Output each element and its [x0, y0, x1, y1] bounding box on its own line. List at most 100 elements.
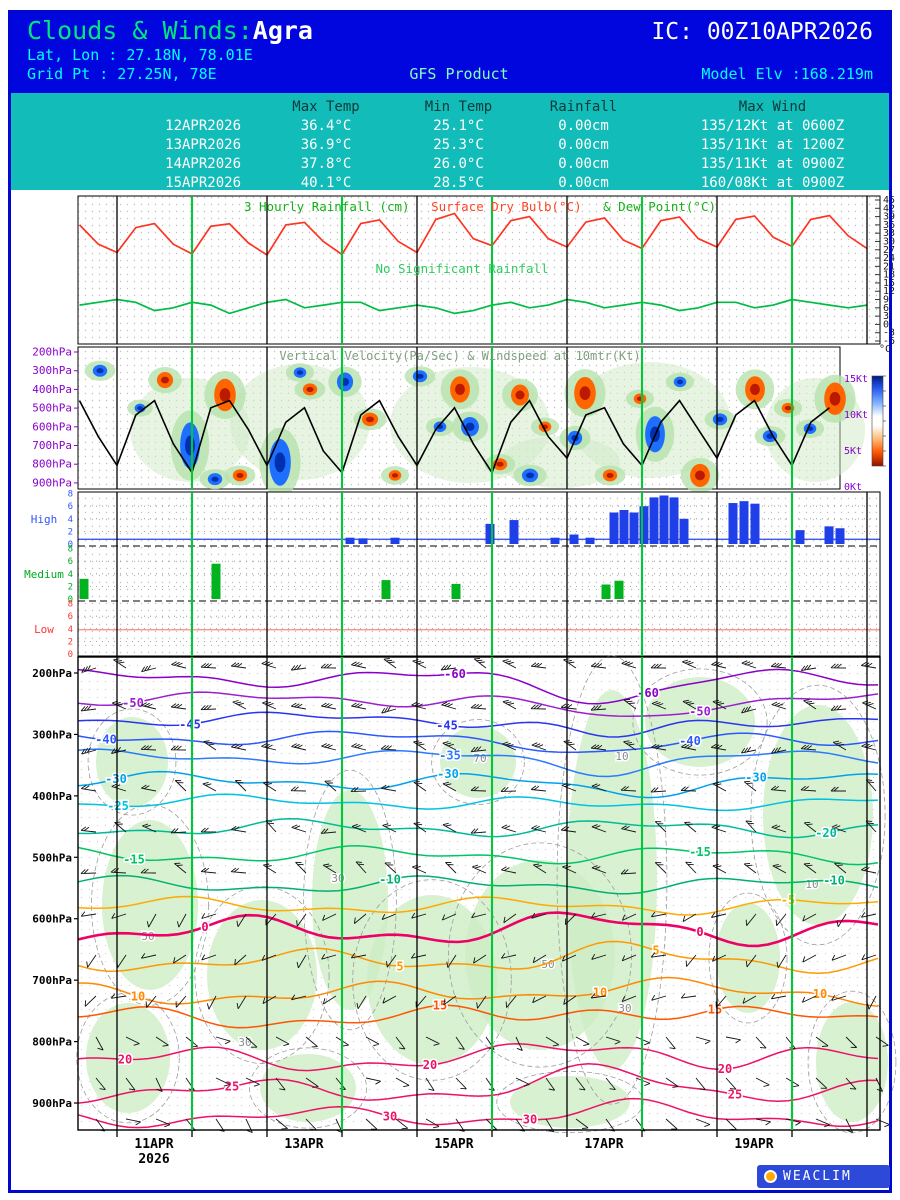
temp-contour-label: -40	[95, 733, 117, 747]
temp-contour-label: -60	[444, 667, 466, 681]
vv-blob-up	[185, 435, 195, 456]
temp-contour	[77, 1004, 879, 1029]
cloud-axis-tick: 6	[68, 502, 73, 512]
vv-blob-down	[365, 416, 375, 423]
cloud-bar-high	[649, 497, 659, 544]
pressure-label: 600hPa	[32, 913, 72, 926]
panel-titles: 3 Hourly Rainfall (cm) Surface Dry Bulb(…	[244, 199, 891, 363]
rh-label: 10	[805, 878, 818, 891]
vv-blob-down	[219, 388, 231, 402]
temp-contour-label: -20	[815, 826, 837, 840]
table-header-cell: Min Temp	[424, 99, 493, 115]
x-axis-label: 17APR	[584, 1137, 623, 1152]
temp-contour-label: 30	[383, 1110, 397, 1124]
vv-blob-down	[306, 386, 314, 392]
temp-contour-label: 5	[652, 944, 659, 958]
latlon-label: Lat, Lon : 27.18N, 78.01E	[27, 46, 253, 64]
rh-shading	[440, 726, 516, 798]
vv-blob-down	[606, 472, 614, 478]
rh-label: 70	[473, 752, 486, 765]
temp-contour	[77, 940, 879, 975]
table-header-cell: Rainfall	[549, 99, 618, 115]
temp-contour	[77, 691, 879, 717]
rh-shading	[816, 1002, 888, 1122]
temp-contour-label: -40	[679, 734, 701, 748]
x-axis-label: 19APR	[734, 1137, 773, 1152]
table-cell: 12APR2026	[165, 118, 241, 134]
dry_bulb-line	[78, 212, 868, 257]
model-elevation-label: Model Elv :168.219m	[701, 65, 873, 83]
rh-label: 50	[541, 958, 554, 971]
wind-barbs	[80, 657, 891, 1134]
station-name: Agra	[252, 16, 313, 45]
temp-contour	[77, 711, 879, 738]
temp-contour	[77, 895, 879, 916]
rh-contour	[750, 684, 886, 946]
temp-axis-label: 9	[883, 295, 889, 306]
table-header-cell	[11, 98, 266, 117]
vv-blob-up	[137, 406, 143, 411]
vv-blob-up	[465, 422, 475, 431]
dewpoint-title: & Dew Point(°C)	[603, 199, 716, 214]
table-cell: 15APR2026	[165, 175, 241, 191]
temp-contour	[77, 1042, 879, 1072]
table-cell: 13APR2026	[165, 137, 241, 153]
table-cell: 36.9°C	[300, 137, 352, 153]
vv-blob-up	[96, 368, 104, 374]
cloud-axis-tick: 0	[68, 540, 73, 550]
cloud-axis-tick: 6	[68, 612, 73, 622]
cloud-bar-medium	[451, 583, 461, 599]
vv-blob-down	[695, 470, 705, 481]
table-cell: 0.00cm	[558, 137, 609, 153]
temp-contour-label: 15	[708, 1003, 722, 1017]
temp-contour-label: 10	[813, 987, 827, 1001]
cloud-group-label: Low	[34, 623, 54, 636]
cloud-bar-high	[485, 523, 495, 544]
cloud-bar-high	[795, 530, 805, 544]
rh-contour	[91, 804, 209, 1006]
table-cell: 160/08Kt at 0900Z	[700, 175, 845, 191]
cloud-axis-tick: 6	[68, 557, 73, 567]
cloud-axis-tick: 4	[68, 515, 73, 525]
kt-label: 10Kt	[844, 410, 868, 421]
vv-blob-down	[579, 386, 591, 401]
pressure-label: 700hPa	[32, 974, 72, 987]
temp-contour-label: -45	[436, 718, 458, 732]
cloud-bar-high	[750, 503, 760, 544]
daily-summary-table: Max Temp Min Temp Rainfall Max Wind 12APR202…	[11, 93, 889, 191]
vv-blob-down	[496, 461, 504, 467]
title-prefix: Clouds & Winds:	[27, 16, 253, 45]
temp-contour	[77, 770, 879, 799]
rh-contour	[249, 1047, 367, 1129]
cloud-group-label: Medium	[24, 568, 64, 581]
pressure-label: 200hPa	[32, 346, 72, 359]
vv-blob-up	[211, 476, 219, 482]
pressure-label: 500hPa	[32, 851, 72, 864]
pressure-label: 400hPa	[32, 790, 72, 803]
cloud-bar-high	[345, 537, 355, 544]
temp-contour-label: 10	[131, 990, 145, 1004]
vv-blob-down	[750, 383, 760, 396]
rh-shading	[567, 690, 657, 1070]
cloud-bar-medium	[614, 580, 624, 599]
table-cell: 37.8°C	[300, 156, 352, 172]
cloud-bar-medium	[601, 584, 611, 599]
pressure-label: 700hPa	[32, 439, 72, 452]
rh-shading	[207, 900, 317, 1050]
pressure-label: 400hPa	[32, 383, 72, 396]
cloud-bar-high	[619, 509, 629, 544]
pressure-label: 200hPa	[32, 667, 72, 680]
vv-blob-up	[676, 379, 684, 385]
vertical-velocity-title: Vertical Velocity(Pa/Sec) & Windspeed at…	[279, 349, 640, 363]
rh-shading	[716, 903, 780, 1013]
temp-contour-label: 25	[225, 1080, 239, 1094]
temp-contour-label: 30	[523, 1113, 537, 1127]
cloud-axis-tick: 2	[68, 637, 73, 647]
x-axis-label: 15APR	[434, 1137, 473, 1152]
rh-shading	[645, 677, 755, 767]
table-cell: 25.3°C	[433, 137, 484, 153]
table-cell: 0.00cm	[558, 118, 609, 134]
cloud-bar-high	[609, 512, 619, 544]
